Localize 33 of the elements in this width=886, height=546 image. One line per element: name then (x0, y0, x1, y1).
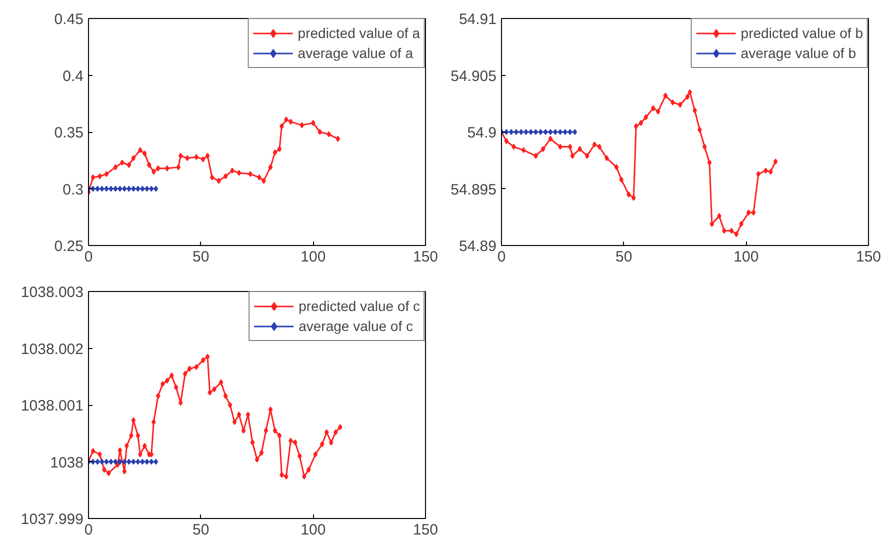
x-tick-label: 0 (497, 248, 506, 266)
y-tick-label: 1038.001 (20, 398, 84, 414)
x-tick-label: 100 (300, 248, 326, 266)
x-tick-label: 0 (84, 522, 93, 538)
y-tick-label: 0.35 (54, 124, 84, 142)
y-tick-label: 1038.002 (20, 340, 84, 358)
y-tick-label: 54.91 (458, 11, 497, 28)
y-tick-label: 0.3 (62, 181, 84, 198)
x-tick-label: 100 (734, 248, 759, 266)
y-tick-label: 54.905 (450, 68, 497, 85)
x-tick-label: 150 (412, 248, 438, 266)
legend-label: average value of c (298, 318, 413, 334)
x-tick-label: 100 (300, 522, 326, 538)
y-tick-label: 1037.999 (20, 511, 84, 528)
legend-label: average value of a (298, 45, 413, 61)
x-tick-label: 150 (856, 248, 882, 266)
x-tick-label: 50 (192, 522, 210, 538)
y-tick-label: 54.895 (450, 181, 497, 198)
legend-label: predicted value of a (298, 25, 420, 41)
y-tick-label: 0.45 (54, 11, 84, 28)
legend-label: average value of b (740, 45, 856, 61)
y-tick-label: 0.4 (62, 68, 84, 85)
x-tick-label: 0 (84, 248, 93, 266)
y-tick-label: 0.25 (54, 238, 84, 255)
x-tick-label: 50 (615, 248, 632, 266)
y-tick-label: 54.9 (467, 124, 497, 142)
y-tick-label: 54.89 (458, 238, 497, 255)
x-tick-label: 150 (412, 522, 438, 538)
x-tick-label: 50 (192, 248, 210, 266)
legend-label: predicted value of c (298, 298, 420, 314)
y-tick-label: 1038 (50, 454, 84, 472)
legend-label: predicted value of b (740, 25, 863, 41)
y-tick-label: 1038.003 (20, 284, 84, 301)
